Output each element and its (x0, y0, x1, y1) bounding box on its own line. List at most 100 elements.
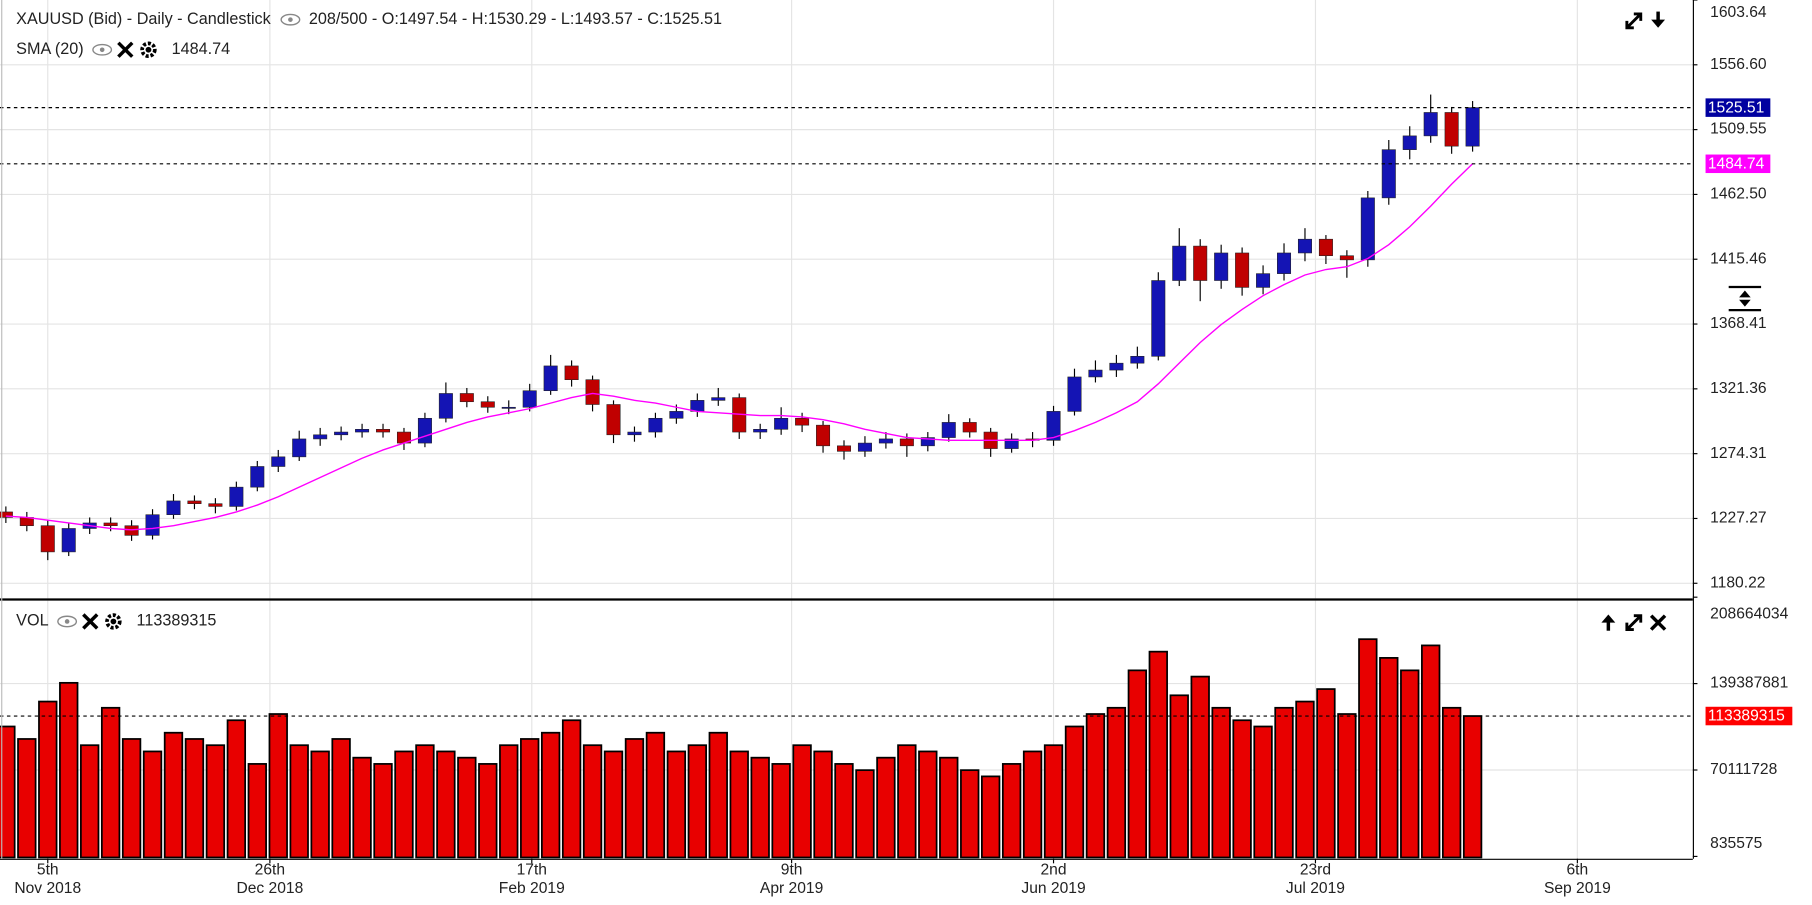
expand-icon[interactable] (1625, 614, 1643, 632)
candle-body (501, 406, 516, 409)
volume-bar (373, 763, 393, 859)
volume-bar (1358, 638, 1378, 859)
volume-last-label: 113389315 (1708, 708, 1785, 725)
volume-bar (59, 681, 79, 859)
candle-body (250, 466, 265, 488)
x-tick-label: 9th (781, 861, 803, 878)
volume-bar (184, 738, 205, 859)
vol-value: 113389315 (137, 612, 217, 630)
volume-bar (1400, 669, 1420, 859)
volume-bar (142, 750, 163, 859)
x-tick-label: 6th (1567, 861, 1589, 878)
candle-body (878, 438, 893, 444)
volume-bar (1441, 706, 1462, 859)
candle-body (899, 438, 914, 447)
volume-bar (750, 756, 770, 859)
candle-body (1256, 273, 1271, 288)
volume-bar (561, 719, 582, 859)
candle-body (627, 431, 642, 436)
candle-body (857, 442, 872, 452)
volume-last-box (1705, 706, 1793, 726)
candle-body (669, 411, 684, 419)
candle-body (459, 393, 474, 403)
volume-bar (1148, 650, 1168, 859)
candle-body (1004, 438, 1019, 449)
candle-body (376, 429, 391, 433)
candle-body (1046, 411, 1061, 441)
volume-bar (1190, 675, 1210, 859)
candle-body (1151, 280, 1166, 357)
candle-body (564, 365, 579, 380)
volume-bar (17, 738, 37, 859)
volume-bar (1127, 669, 1148, 859)
volume-bar (499, 744, 519, 859)
volume-bar (457, 756, 477, 859)
candle-body (1402, 135, 1417, 150)
volume-bar (1085, 713, 1106, 859)
bars-info: 208/500 - O:1497.54 - H:1530.29 - L:1493… (309, 10, 722, 28)
close-icon[interactable] (1649, 614, 1667, 631)
x-tick-label: Nov 2018 (14, 880, 81, 897)
volume-bar (1421, 644, 1441, 859)
volume-bar (624, 738, 645, 859)
candle-body (61, 528, 76, 553)
candle-body (292, 438, 307, 458)
candle-body (1088, 369, 1103, 378)
y-tick-label: 1509.55 (1710, 121, 1767, 138)
candle-body (753, 429, 768, 433)
candle-body (145, 514, 160, 536)
expand-icon[interactable] (1625, 12, 1643, 30)
candle-body (543, 365, 558, 392)
volume-bar (1043, 744, 1064, 859)
candle-body (1172, 245, 1187, 281)
candle-body (962, 422, 977, 433)
volume-bar (687, 744, 707, 859)
candle-body (355, 429, 370, 433)
scale-icon[interactable] (1728, 285, 1762, 312)
y2-tick-label: 70111728 (1710, 761, 1777, 778)
sma-last-box (1705, 154, 1771, 174)
volume-bar (582, 744, 603, 859)
volume-bar (1232, 719, 1252, 859)
y2-tick-label: 208664034 (1710, 606, 1788, 623)
move-down-icon[interactable] (1651, 11, 1666, 28)
volume-bar (918, 750, 938, 859)
y-tick-label: 1556.60 (1710, 56, 1767, 73)
volume-bar (708, 731, 728, 859)
eye-icon[interactable] (280, 13, 301, 26)
candle-body (40, 525, 55, 553)
volume-bar (939, 756, 959, 859)
volume-bar (226, 719, 247, 859)
volume-bar (0, 725, 16, 859)
y2-tick-label: 835575 (1710, 835, 1762, 852)
volume-bar (520, 738, 540, 859)
sma-icons[interactable] (92, 41, 157, 58)
candle-body (711, 397, 726, 401)
vol-icons[interactable] (57, 613, 122, 630)
candle-body (0, 511, 13, 518)
y-tick-label: 1180.22 (1710, 574, 1765, 591)
candle-body (438, 393, 453, 419)
candle-body (417, 417, 432, 444)
vol-name: VOL (16, 612, 48, 630)
y-tick-label: 1603.64 (1710, 4, 1767, 21)
candle-body (606, 404, 621, 436)
candle-body (103, 522, 118, 527)
volume-bar (352, 756, 372, 859)
volume-bar (1379, 657, 1399, 859)
candle-body (1235, 252, 1250, 288)
volume-bar (100, 706, 121, 859)
volume-bar (1337, 713, 1357, 859)
candle-body (795, 417, 810, 426)
x-tick-label: 5th (37, 861, 59, 878)
axes: 5th Nov 2018 26th Dec 2018 17th Feb 2019 9th Ap… (14, 0, 1793, 897)
volume-bar (163, 731, 184, 859)
candle-body (816, 424, 831, 447)
candle-body (837, 445, 851, 452)
volume-bar (1295, 700, 1315, 859)
sma-value: 1484.74 (172, 40, 231, 58)
move-up-icon[interactable] (1601, 614, 1616, 631)
candle-body (1318, 238, 1333, 257)
volume-bar (38, 700, 58, 859)
